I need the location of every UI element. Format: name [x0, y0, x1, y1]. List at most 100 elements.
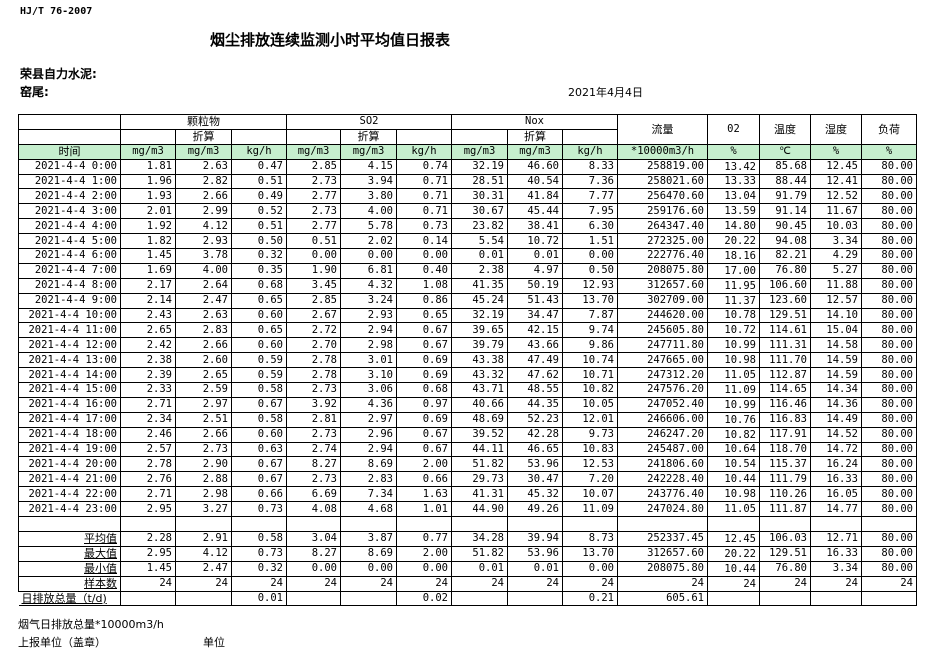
- cell: 2.43: [120, 307, 176, 324]
- cell: 8.33: [562, 158, 618, 175]
- cell: 9.86: [562, 337, 618, 354]
- cell: 47.49: [507, 352, 563, 369]
- cell: 2.57: [120, 441, 176, 458]
- cell: 3.80: [340, 188, 397, 205]
- cell: 605.61: [617, 590, 708, 607]
- cell: 1.93: [120, 188, 176, 205]
- cell: 8.27: [286, 456, 341, 473]
- cell: 10.82: [562, 382, 618, 398]
- cell: 3.10: [340, 367, 397, 384]
- cell: 6.69: [286, 486, 341, 503]
- table-row: 2021-4-4 6:00 1.45 3.78 0.32 0.00 0.00 0.00 0.0…: [18, 248, 917, 264]
- cell: 2.73: [286, 203, 341, 220]
- cell: 10.99: [707, 396, 760, 413]
- cell: 17.00: [707, 262, 760, 279]
- cell: 14.52: [810, 426, 862, 443]
- cell: 1.82: [120, 233, 176, 250]
- cell: 0.67: [231, 471, 287, 488]
- cell: 4.12: [175, 218, 232, 235]
- blank-header-cell: [120, 128, 176, 145]
- cell: 241806.60: [617, 456, 708, 473]
- cell: 0.67: [231, 396, 287, 413]
- cell: 4.00: [340, 203, 397, 220]
- blank-header-cell: [18, 114, 121, 130]
- cell: 80.00: [861, 471, 917, 488]
- cell: 1.81: [120, 158, 176, 175]
- cell: 80.00: [861, 218, 917, 235]
- cell: 106.60: [759, 277, 811, 294]
- cell: 0.73: [231, 501, 287, 518]
- cell: 2.78: [286, 352, 341, 369]
- cell: 2.78: [120, 456, 176, 473]
- row-label: 2021-4-4 16:00: [18, 396, 121, 413]
- cell: 252337.45: [617, 530, 708, 547]
- cell: 14.59: [810, 367, 862, 384]
- cell: 247052.40: [617, 396, 708, 413]
- cell: 38.41: [507, 218, 563, 235]
- cell: 0.51: [231, 173, 287, 190]
- cell: 0.59: [231, 367, 287, 384]
- cell: 2.78: [286, 367, 341, 384]
- cell: 16.33: [810, 471, 862, 488]
- cell: 2.96: [340, 426, 397, 443]
- row-label: 2021-4-4 4:00: [18, 218, 121, 235]
- cell: 111.70: [759, 352, 811, 369]
- cell: 80.00: [861, 530, 917, 547]
- cell: 80.00: [861, 441, 917, 458]
- summary-row: 平均值 2.28 2.91 0.58 3.04 3.87 0.77 34.28 39.94 8.7…: [18, 530, 917, 547]
- row-label: 2021-4-4 11:00: [18, 322, 121, 339]
- cell: 5.78: [340, 218, 397, 235]
- cell: 2.66: [175, 426, 232, 443]
- cell: 2.60: [175, 352, 232, 369]
- cell: 242228.40: [617, 471, 708, 488]
- cell: 2.73: [175, 441, 232, 458]
- cell: 43.71: [451, 382, 508, 398]
- cell: 3.78: [175, 248, 232, 264]
- cell: 0.00: [562, 560, 618, 577]
- cell: 44.90: [451, 501, 508, 518]
- cell: 2.34: [120, 411, 176, 428]
- cell: 2.38: [120, 352, 176, 369]
- table-row: 2021-4-4 22:00 2.71 2.98 0.66 6.69 7.34 1.63 41…: [18, 486, 917, 503]
- row-label: 2021-4-4 2:00: [18, 188, 121, 205]
- row-label: 2021-4-4 5:00: [18, 233, 121, 250]
- cell: [120, 590, 176, 607]
- cell: 10.64: [707, 441, 760, 458]
- table-row: 2021-4-4 10:00 2.43 2.63 0.60 2.67 2.93 0.65 32…: [18, 307, 917, 324]
- cell: 0.40: [396, 262, 452, 279]
- cell: 2.82: [175, 173, 232, 190]
- unit-header: kg/h: [562, 143, 618, 160]
- cell: 2.65: [175, 367, 232, 384]
- cell: 16.33: [810, 545, 862, 562]
- table-row: 2021-4-4 14:00 2.39 2.65 0.59 2.78 3.10 0.69 43…: [18, 367, 917, 384]
- cell: 94.08: [759, 233, 811, 250]
- cell: 2.91: [175, 530, 232, 547]
- cell: 44.35: [507, 396, 563, 413]
- unit-header: mg/m3: [451, 143, 508, 160]
- cell: 40.54: [507, 173, 563, 190]
- cell: 208075.80: [617, 262, 708, 279]
- row-label: 2021-4-4 17:00: [18, 411, 121, 428]
- cell: 222776.40: [617, 248, 708, 264]
- blank-cell: [120, 516, 176, 532]
- cell: 45.44: [507, 203, 563, 220]
- cell: 247576.20: [617, 382, 708, 398]
- cell: 80.00: [861, 307, 917, 324]
- blank-cell: [451, 516, 508, 532]
- cell: 2.00: [396, 545, 452, 562]
- table-row: 2021-4-4 3:00 2.01 2.99 0.52 2.73 4.00 0.71 30.…: [18, 203, 917, 220]
- cell: 111.87: [759, 501, 811, 518]
- cell: 4.12: [175, 545, 232, 562]
- table-row: 2021-4-4 16:00 2.71 2.97 0.67 3.92 4.36 0.97 40…: [18, 396, 917, 413]
- cell: 3.01: [340, 352, 397, 369]
- cell: 43.38: [451, 352, 508, 369]
- cell: 2.38: [451, 262, 508, 279]
- cell: 111.79: [759, 471, 811, 488]
- cell: 9.73: [562, 426, 618, 443]
- cell: 0.65: [231, 322, 287, 339]
- cell: 80.00: [861, 396, 917, 413]
- cell: 0.68: [231, 277, 287, 294]
- cell: 1.69: [120, 262, 176, 279]
- cell: 45.24: [451, 292, 508, 309]
- cell: 10.82: [707, 426, 760, 443]
